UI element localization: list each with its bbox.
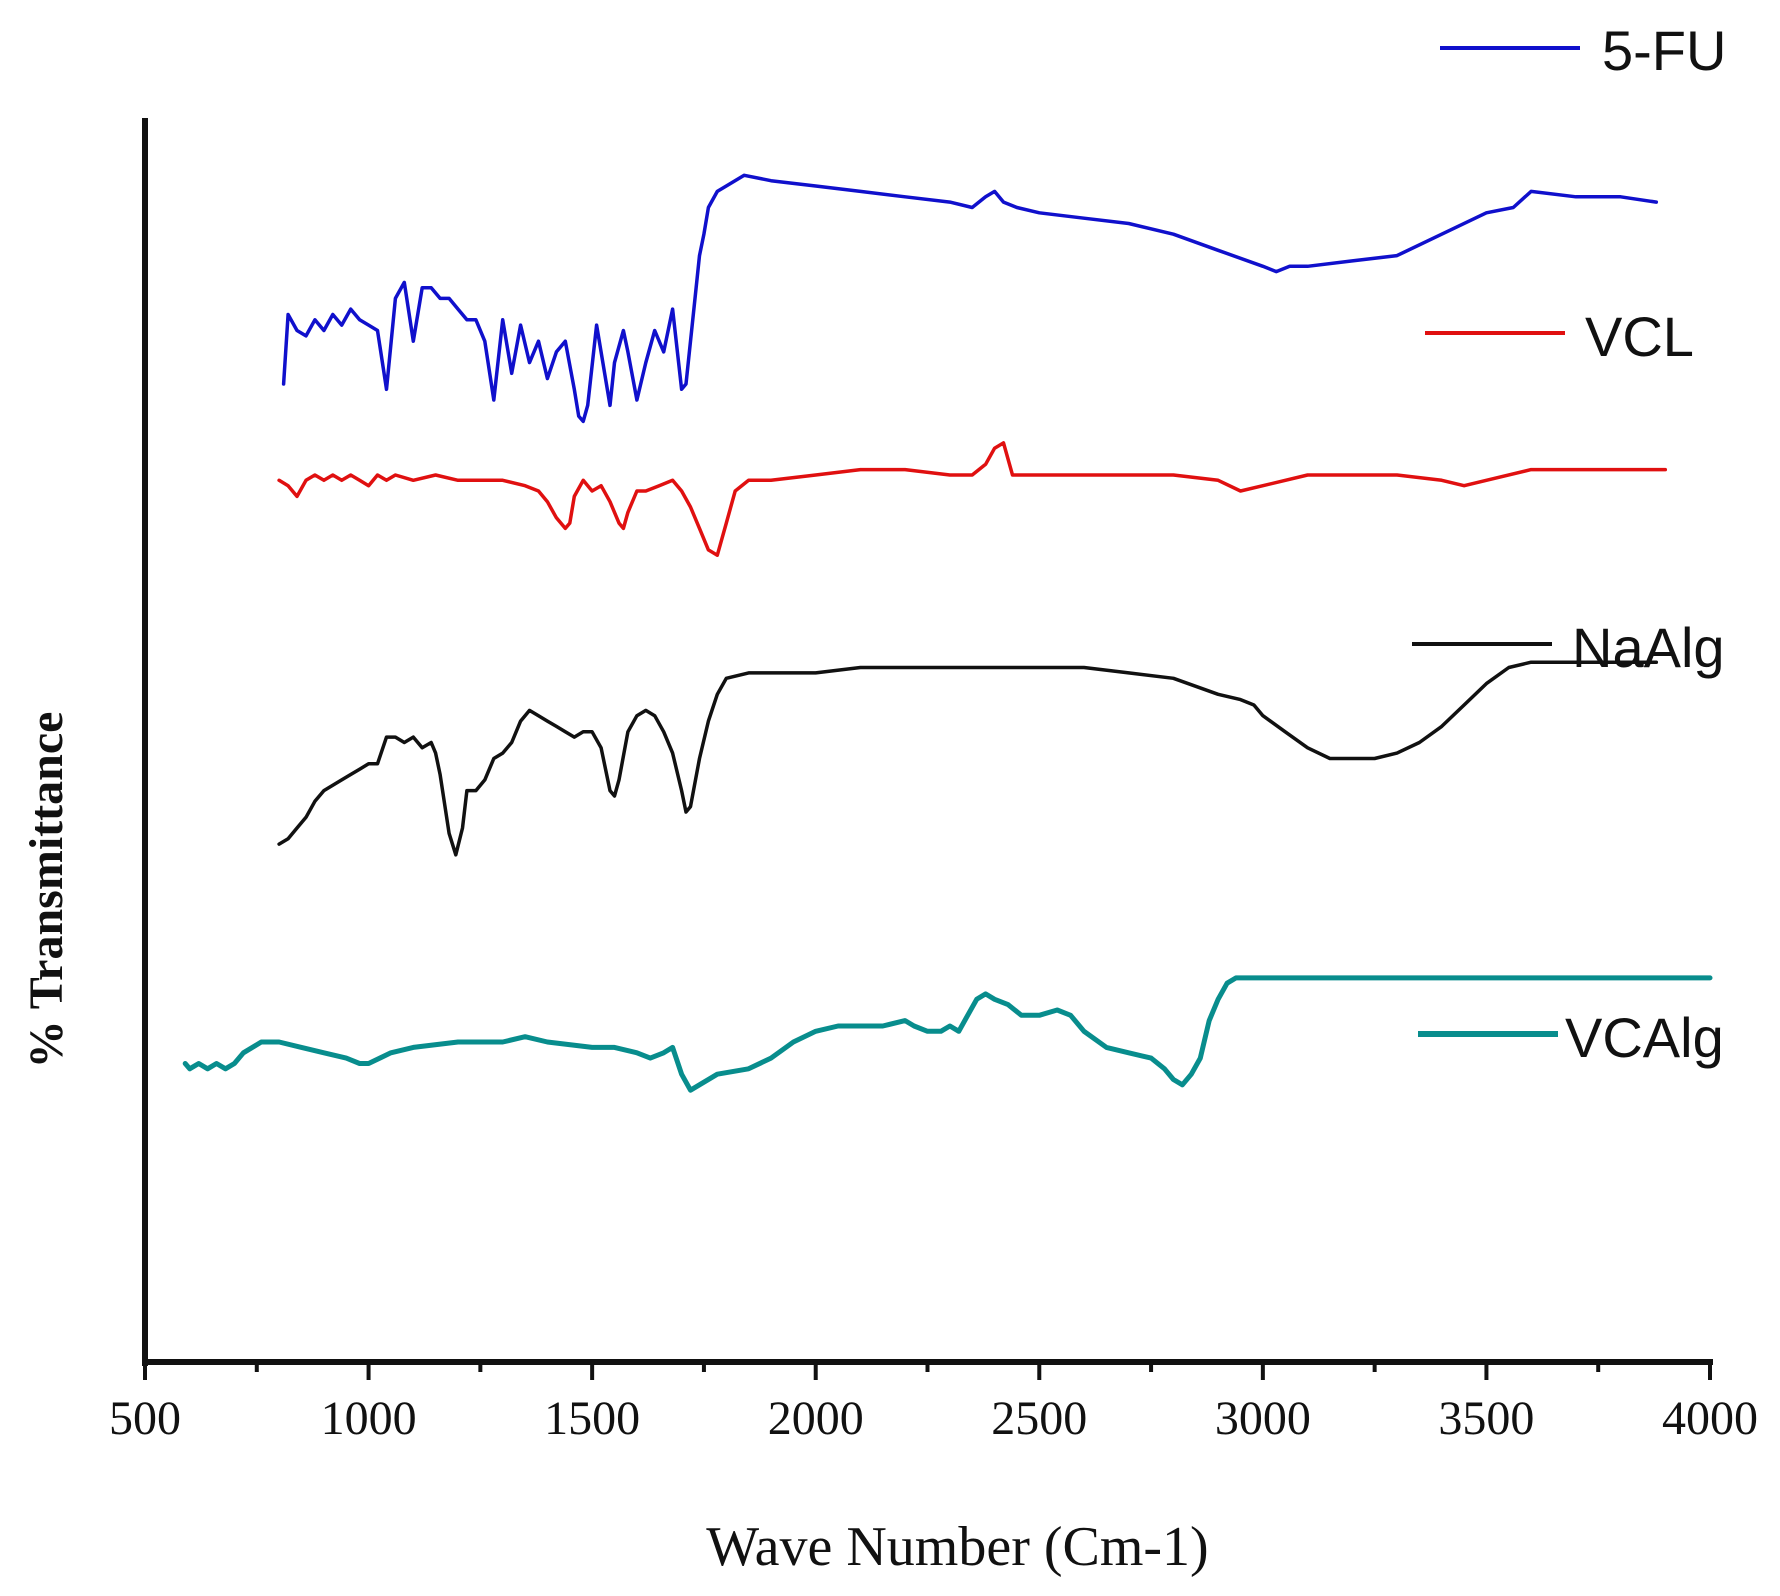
legend-label-naalg: NaAlg: [1572, 616, 1725, 679]
axes-layer: 500 1000 1500 2000 2500 3000 3500 4000 Wave Numb…: [20, 118, 1758, 1578]
legend-label-vcalg: VCAlg: [1565, 1006, 1724, 1069]
series-layer: [182, 173, 1713, 1093]
series-line-naalg: [277, 660, 1659, 857]
x-axis-title: Wave Number (Cm-1): [706, 1516, 1208, 1578]
series-line-vcalg: [182, 975, 1713, 1093]
series-line-vcl: [277, 441, 1668, 557]
x-tick-label: 1500: [544, 1392, 640, 1445]
x-tick-label: 4000: [1662, 1392, 1758, 1445]
x-tick-label: 1000: [321, 1392, 417, 1445]
x-tick-label: 2500: [991, 1392, 1087, 1445]
x-tick-label: 2000: [768, 1392, 864, 1445]
x-tick-label: 500: [109, 1392, 181, 1445]
x-tick-label: 3000: [1215, 1392, 1311, 1445]
series-line-5-fu: [281, 173, 1659, 424]
x-tick-label: 3500: [1438, 1392, 1534, 1445]
legend-label-vcl: VCL: [1585, 305, 1694, 368]
legend-layer: 5-FU VCL NaAlg VCAlg: [1412, 19, 1726, 1069]
y-axis-title: % Transmittance: [20, 712, 73, 1069]
legend-label-5-fu: 5-FU: [1602, 19, 1726, 82]
